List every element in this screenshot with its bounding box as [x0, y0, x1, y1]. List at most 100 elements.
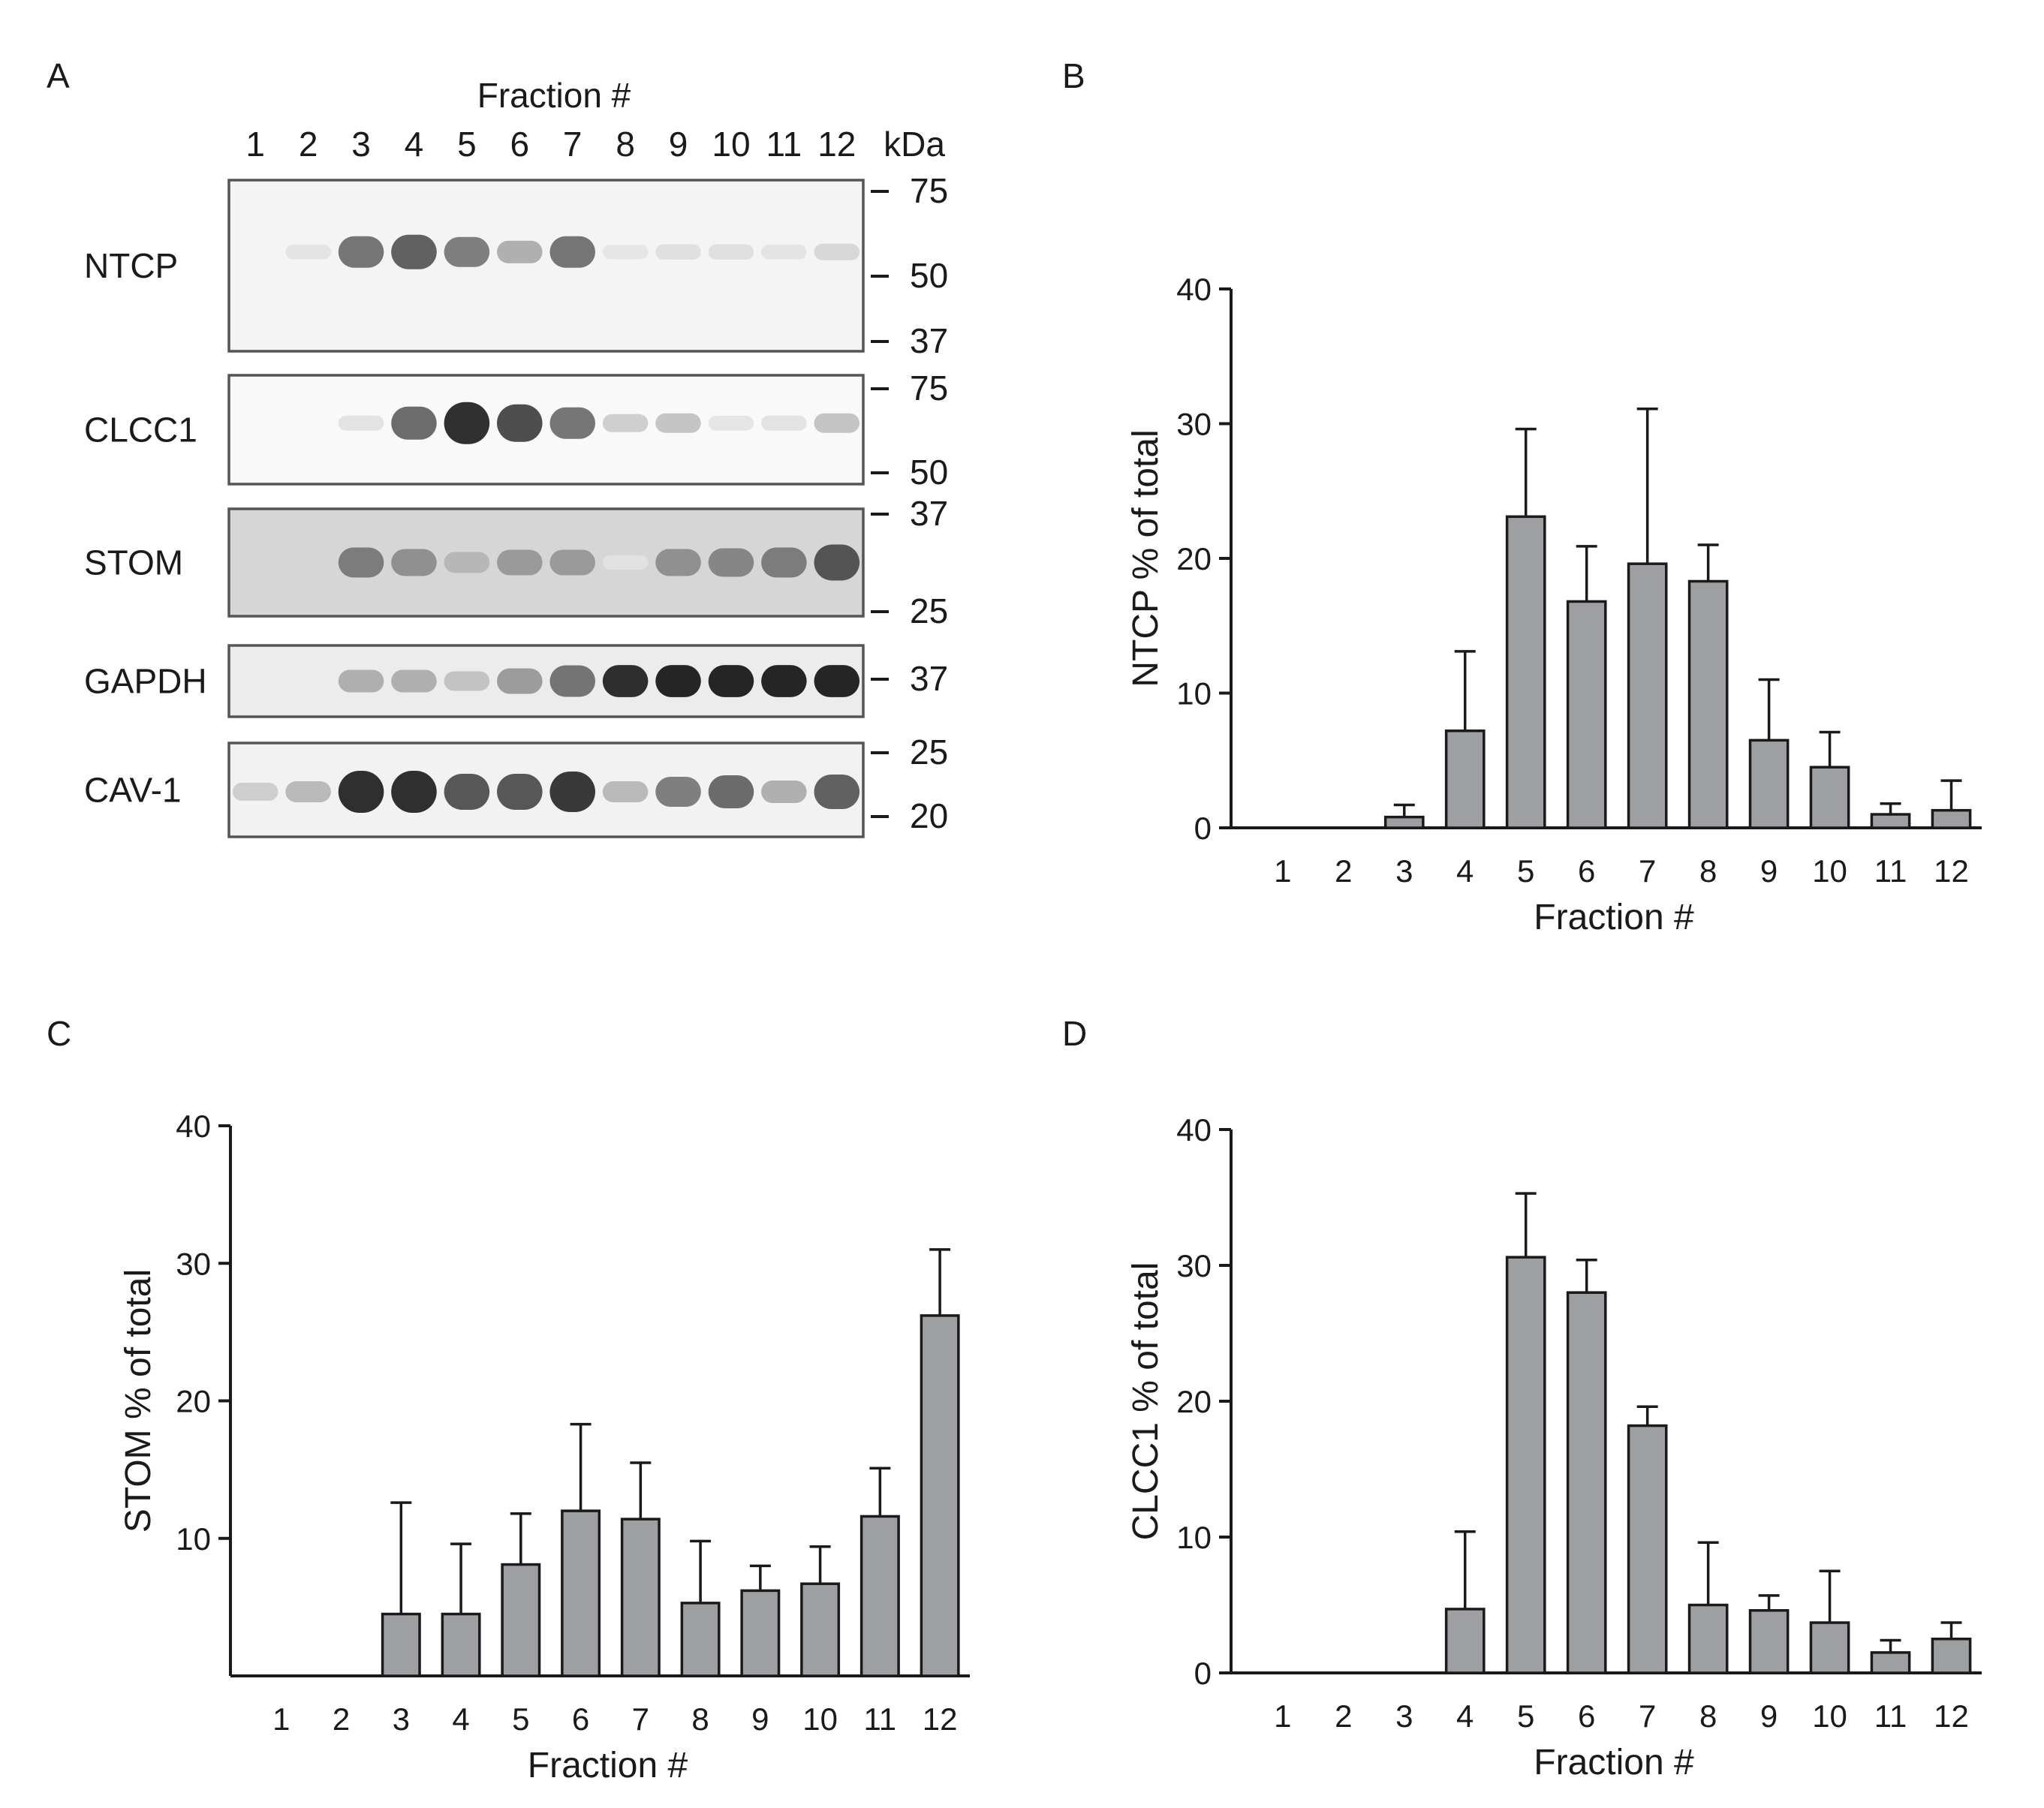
- blot-band: [338, 669, 384, 693]
- marker-label: 37: [910, 659, 948, 698]
- x-tick-label: 9: [751, 1701, 769, 1737]
- marker-label: 75: [910, 369, 948, 408]
- blot-band: [497, 404, 543, 442]
- blot-band: [602, 414, 649, 432]
- marker-label: 50: [910, 256, 948, 295]
- y-tick-label: 0: [1194, 1656, 1212, 1691]
- x-tick-label: 5: [1517, 853, 1534, 889]
- fraction-label: 8: [616, 125, 635, 164]
- blot-label: NTCP: [84, 246, 178, 285]
- blot-band: [708, 775, 754, 808]
- bar: [1687, 1603, 1729, 1674]
- x-tick-label: 5: [512, 1701, 529, 1737]
- blot-frame: [227, 374, 865, 486]
- blot-cav-1: CAV-1 25 20: [84, 733, 948, 838]
- x-tick-label: 8: [1699, 1698, 1717, 1734]
- blot-band: [814, 775, 860, 809]
- x-tick-label: 4: [1456, 853, 1474, 889]
- blot-band: [444, 402, 490, 444]
- blot-label: GAPDH: [84, 662, 207, 701]
- marker-label: 50: [910, 453, 948, 492]
- bar: [1809, 766, 1850, 829]
- fraction-label: 1: [245, 125, 265, 164]
- blot-band: [549, 236, 595, 268]
- marker-label: 75: [910, 171, 948, 210]
- fraction-label: 2: [299, 125, 318, 164]
- fraction-label: 7: [563, 125, 582, 164]
- x-tick-label: 9: [1760, 853, 1778, 889]
- bar: [680, 1602, 721, 1677]
- blot-band: [602, 555, 649, 570]
- blot-frame: [227, 742, 865, 838]
- bar: [441, 1612, 481, 1677]
- bar: [800, 1582, 841, 1677]
- bar: [1566, 1291, 1607, 1674]
- x-tick-label: 6: [1578, 1698, 1595, 1734]
- x-tick-label: 3: [393, 1701, 410, 1737]
- blot-band: [602, 781, 649, 802]
- y-axis-title: NTCP % of total: [1126, 429, 1166, 687]
- x-tick-label: 8: [691, 1701, 709, 1737]
- bar: [1383, 815, 1425, 829]
- blot-band: [549, 407, 595, 439]
- x-tick-label: 4: [452, 1701, 469, 1737]
- blot-band: [338, 415, 384, 431]
- fraction-label: 12: [817, 125, 856, 164]
- blot-band: [549, 665, 595, 697]
- blot-band: [444, 671, 490, 691]
- marker-label: 25: [910, 733, 948, 772]
- blot-band: [391, 771, 437, 813]
- blot-band: [761, 244, 807, 260]
- y-tick-label: 20: [176, 1384, 211, 1419]
- bar: [381, 1612, 421, 1677]
- fraction-label: 3: [351, 125, 371, 164]
- x-tick-label: 8: [1699, 853, 1717, 889]
- bar: [1566, 600, 1607, 829]
- blot-band: [814, 413, 860, 433]
- bar: [1748, 739, 1790, 829]
- blot-band: [285, 781, 331, 802]
- x-tick-label: 10: [802, 1701, 838, 1737]
- x-tick-label: 12: [1934, 853, 1969, 889]
- bar: [1444, 1608, 1486, 1674]
- bar: [1870, 813, 1911, 829]
- fraction-label: 6: [510, 125, 529, 164]
- x-tick-label: 12: [1934, 1698, 1969, 1734]
- blot-frame: [227, 179, 865, 353]
- x-tick-label: 1: [272, 1701, 290, 1737]
- bar: [1687, 579, 1729, 829]
- y-tick-label: 20: [1176, 541, 1212, 576]
- y-axis-title: CLCC1 % of total: [1126, 1262, 1166, 1541]
- fraction-label: 9: [669, 125, 688, 164]
- x-tick-label: 7: [1639, 1698, 1656, 1734]
- x-tick-label: 12: [923, 1701, 958, 1737]
- blot-band: [549, 772, 595, 812]
- bar: [1444, 730, 1486, 829]
- y-tick-label: 30: [1176, 1248, 1212, 1283]
- blot-frame: [227, 507, 865, 618]
- y-axis-title: STOM % of total: [119, 1269, 158, 1533]
- x-axis-title: Fraction #: [528, 1746, 688, 1785]
- blot-band: [391, 234, 437, 269]
- blot-gapdh: GAPDH 37: [84, 644, 948, 718]
- x-tick-label: 11: [1874, 1698, 1907, 1734]
- blot-band: [391, 406, 437, 440]
- blot-header: Fraction #: [477, 76, 631, 115]
- x-tick-label: 2: [333, 1701, 350, 1737]
- x-axis-title: Fraction #: [1534, 1743, 1694, 1782]
- blot-band: [655, 413, 701, 433]
- blot-band: [708, 665, 754, 697]
- blot-band: [655, 244, 701, 260]
- fraction-label: 5: [457, 125, 477, 164]
- blot-band: [497, 774, 543, 810]
- blot-band: [338, 771, 384, 813]
- fraction-label: 10: [712, 125, 750, 164]
- bar: [740, 1589, 781, 1677]
- marker-label: 37: [910, 321, 948, 360]
- blot-band: [761, 781, 807, 803]
- x-tick-label: 11: [1874, 853, 1907, 889]
- y-tick-label: 40: [1176, 1112, 1212, 1148]
- x-tick-label: 2: [1335, 1698, 1352, 1734]
- blot-band: [761, 547, 807, 578]
